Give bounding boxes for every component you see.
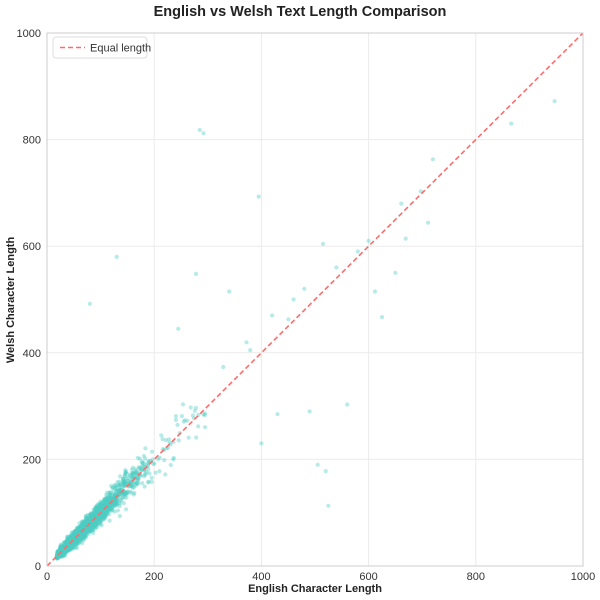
x-tick-label: 0 (44, 571, 50, 583)
legend-label: Equal length (90, 43, 151, 55)
y-tick-label: 0 (35, 561, 41, 573)
y-tick-label: 600 (23, 241, 41, 253)
legend-box (52, 36, 148, 59)
x-tick-label: 600 (359, 571, 377, 583)
x-tick-label: 200 (145, 571, 163, 583)
x-tick-label: 400 (252, 571, 270, 583)
y-axis-label: Welsh Character Length (5, 237, 17, 364)
y-axis-ticks: 0 200 400 600 800 1000 (17, 28, 41, 573)
legend: Equal length (52, 36, 151, 59)
data-points (54, 99, 557, 561)
x-tick-label: 1000 (571, 571, 595, 583)
y-tick-label: 1000 (17, 28, 41, 40)
y-tick-label: 400 (23, 348, 41, 360)
plot-frame (46, 32, 584, 567)
x-tick-label: 800 (467, 571, 485, 583)
chart-title: English vs Welsh Text Length Comparison (153, 4, 447, 20)
x-axis-label: English Character Length (248, 583, 382, 595)
y-tick-label: 200 (23, 454, 41, 466)
equal-length-line (46, 32, 584, 567)
y-tick-label: 800 (23, 135, 41, 147)
x-axis-ticks: 0 200 400 600 800 1000 (44, 571, 595, 583)
